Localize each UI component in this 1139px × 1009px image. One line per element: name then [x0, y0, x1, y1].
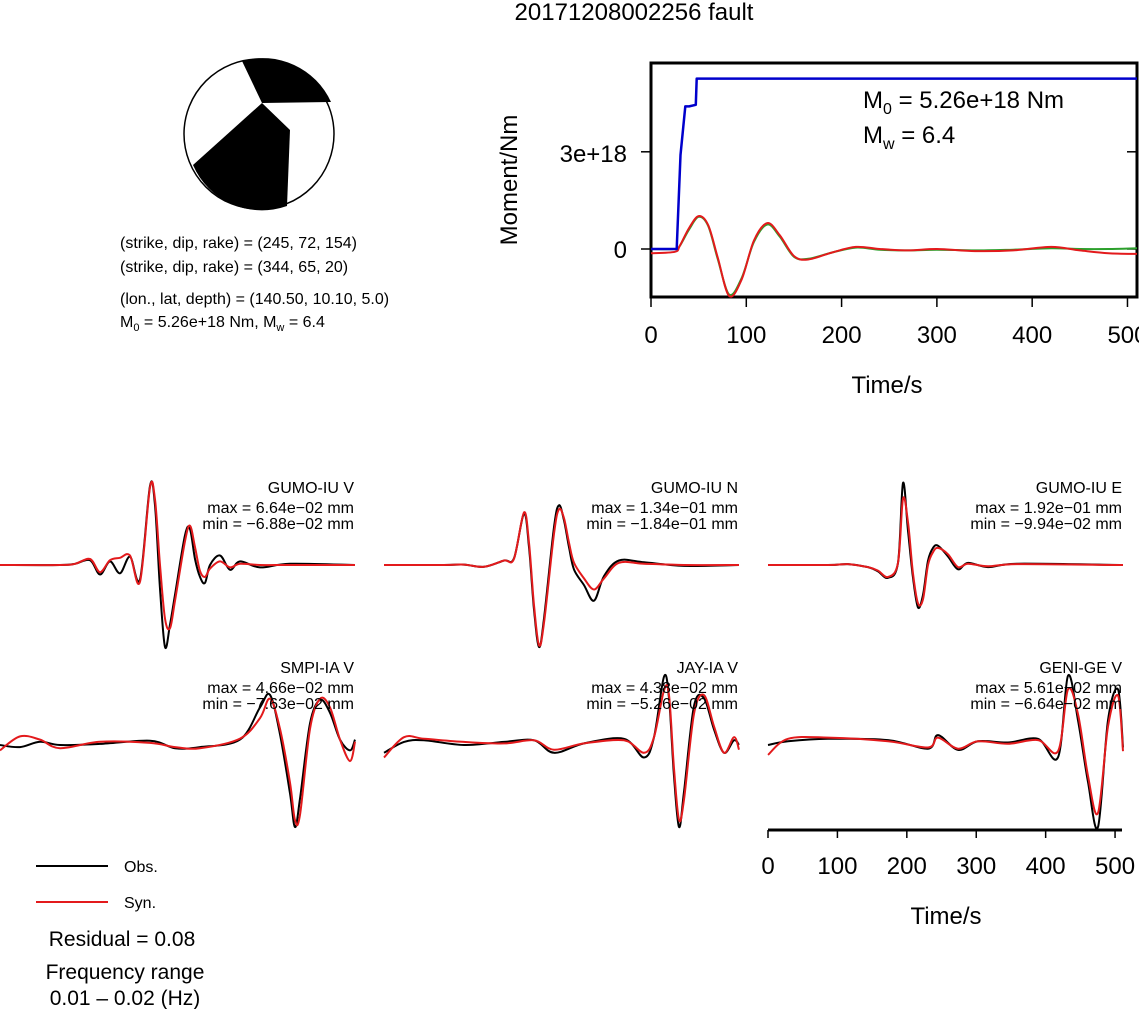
waveform-x-axis-label: Time/s: [910, 903, 981, 930]
station-min-label: min = −6.88e−02 mm: [202, 516, 354, 533]
station-max-label: max = 4.66e−02 mm: [207, 680, 354, 697]
waveform-xtick-label-400: 400: [1026, 853, 1066, 880]
station-label: JAY-IA V: [677, 660, 739, 677]
synthetic-trace: [0, 696, 356, 827]
nodal-plane-2: (strike, dip, rake) = (344, 65, 20): [120, 259, 348, 276]
waveform-xtick-label-300: 300: [956, 853, 996, 880]
moment-ytick-0: 0: [614, 237, 627, 264]
moment-annotation-mw: Mw = 6.4: [863, 122, 955, 153]
moment-xtick-label-0: 0: [644, 322, 657, 349]
frequency-range-value: 0.01 – 0.02 (Hz): [50, 987, 201, 1009]
nodal-plane-1: (strike, dip, rake) = (245, 72, 154): [120, 235, 357, 252]
legend: Obs. Syn.: [36, 859, 158, 912]
moment-x-axis-label: Time/s: [851, 372, 922, 399]
moment-xtick-label-100: 100: [726, 322, 766, 349]
synthetic-trace: [767, 687, 1124, 816]
cumulative-moment-line: [651, 77, 1137, 251]
waveform-time-axis: 0 100 200 300 400 500 Time/s: [761, 828, 1135, 930]
station-label: SMPI-IA V: [280, 660, 354, 677]
moment-xtick-label-200: 200: [822, 322, 862, 349]
observed-trace: [767, 674, 1124, 830]
station-min-label: min = −5.26e−02 mm: [586, 696, 738, 713]
station-min-label: min = −7.63e−02 mm: [202, 696, 354, 713]
moment-annotation-m0: M0 = 5.26e+18 Nm: [863, 87, 1064, 118]
synthetic-trace: [383, 684, 740, 823]
station-label: GUMO-IU N: [651, 480, 738, 497]
waveform-xtick-label-0: 0: [761, 853, 774, 880]
station-label: GENI-GE V: [1039, 660, 1122, 677]
station-min-label: min = −9.94e−02 mm: [970, 516, 1122, 533]
figure-title: 20171208002256 fault: [515, 0, 754, 26]
legend-syn-label: Syn.: [124, 895, 156, 912]
station-label: GUMO-IU E: [1036, 480, 1122, 497]
moment-ytick-3e18: 3e+18: [560, 141, 627, 168]
waveform-xtick-label-100: 100: [817, 853, 857, 880]
station-max-label: max = 6.64e−02 mm: [207, 500, 354, 517]
moment-plot-frame: [649, 61, 1139, 299]
legend-obs-label: Obs.: [124, 859, 158, 876]
moment-xtick-label-500: 500: [1107, 322, 1139, 349]
station-max-label: max = 1.34e−01 mm: [591, 500, 738, 517]
waveform-xtick-label-200: 200: [887, 853, 927, 880]
synthetic-trace: [0, 480, 355, 631]
synthetic-trace: [767, 496, 1124, 607]
observed-trace: [0, 692, 356, 829]
moment-xtick-label-300: 300: [917, 322, 957, 349]
synthetic-trace: [383, 507, 740, 647]
station-label: GUMO-IU V: [268, 480, 355, 497]
moment-magnitude-text: M0 = 5.26e+18 Nm, Mw = 6.4: [120, 314, 325, 334]
station-max-label: max = 4.38e−02 mm: [591, 680, 738, 697]
station-min-label: min = −1.84e−01 mm: [586, 516, 738, 533]
moment-xtick-label-400: 400: [1012, 322, 1052, 349]
residual-text: Residual = 0.08: [49, 928, 196, 951]
station-max-label: max = 1.92e−01 mm: [975, 500, 1122, 517]
moment-y-axis-label: Moment/Nm: [496, 115, 523, 246]
waveform-xtick-label-500: 500: [1095, 853, 1135, 880]
frequency-range-title: Frequency range: [46, 961, 205, 984]
station-min-label: min = −6.64e−02 mm: [970, 696, 1122, 713]
focal-mechanism-beachball: [183, 58, 335, 211]
moment-rate-red-line: [650, 215, 1138, 298]
hypocenter-location: (lon., lat, depth) = (140.50, 10.10, 5.0…: [120, 291, 389, 308]
station-max-label: max = 5.61e−02 mm: [975, 680, 1122, 697]
